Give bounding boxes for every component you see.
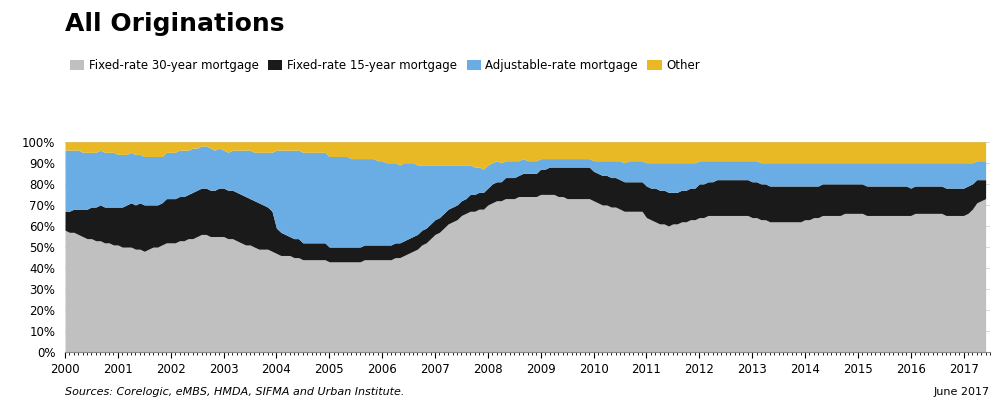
Text: All Originations: All Originations — [65, 12, 285, 36]
Text: Sources: Corelogic, eMBS, HMDA, SIFMA and Urban Institute.: Sources: Corelogic, eMBS, HMDA, SIFMA an… — [65, 387, 404, 397]
Legend: Fixed-rate 30-year mortgage, Fixed-rate 15-year mortgage, Adjustable-rate mortga: Fixed-rate 30-year mortgage, Fixed-rate … — [70, 59, 700, 72]
Text: June 2017: June 2017 — [934, 387, 990, 397]
